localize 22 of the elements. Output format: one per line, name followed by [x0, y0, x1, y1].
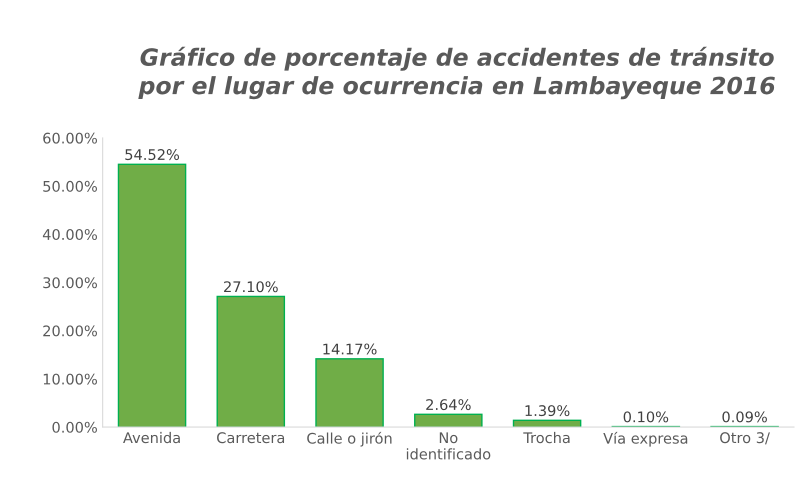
data-label: 0.09% [722, 411, 767, 422]
y-tick-label: 10.00% [44, 374, 97, 385]
x-tick-label: Otro 3/ [720, 432, 770, 444]
data-label: 27.10% [224, 281, 278, 292]
x-tick-label: Calle o jirón [307, 432, 392, 447]
y-tick-label: 40.00% [42, 228, 97, 240]
x-tick-label: Carretera [217, 432, 284, 444]
y-tick-label: 50.00% [43, 180, 97, 192]
x-tick-label: Avenida [123, 432, 180, 444]
x-tick-label: No identificado [406, 432, 490, 460]
chart-title: Gráfico de porcentaje de accidentes de tránsito por el lugar de ocurrencia en Lambayeque 2016 [138, 46, 775, 100]
data-label: 1.39% [526, 405, 570, 416]
data-label: 2.64% [426, 399, 471, 410]
data-label: 0.10% [624, 411, 668, 422]
y-tick-label: 20.00% [43, 325, 97, 336]
data-label: 54.52% [125, 149, 180, 160]
y-tick-label: 30.00% [43, 277, 97, 288]
x-tick-label: Trocha [523, 432, 570, 444]
y-tick-label: 60.00% [43, 132, 97, 144]
x-tick-label: Vía expresa [603, 432, 688, 447]
y-tick-label: 0.00% [52, 422, 97, 433]
data-label: 14.17% [323, 344, 377, 355]
